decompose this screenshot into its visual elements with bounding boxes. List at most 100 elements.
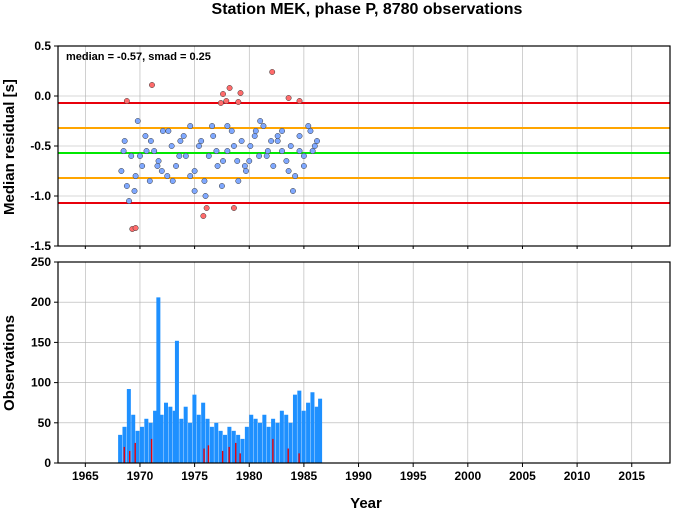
residual-point [139,163,146,169]
observation-bar [306,402,311,463]
observation-bar [257,422,262,463]
median-smad-annotation: median = -0.57, smad = 0.25 [66,51,211,63]
observation-bar [188,422,193,463]
residual-point [305,123,312,129]
residual-point [187,123,194,129]
residual-point [243,168,249,174]
observation-bar [172,410,177,463]
residual-y-tick-label: -1.0 [30,189,51,203]
observation-bar [131,414,136,463]
observation-bar [223,434,228,463]
outlier-point [149,82,155,88]
observations-y-tick-label: 200 [31,295,51,309]
residual-point [182,153,189,159]
residual-point [201,178,208,184]
residual-point [187,173,194,179]
observation-bar [122,426,127,463]
outlier-point [237,90,244,96]
observation-bar [144,418,149,463]
observation-bar [118,434,123,463]
residual-point [205,153,212,159]
outlier-bar [239,453,241,463]
residual-panel: -1.5 -1.0 -0.5 0.0 0.5 median = -0.57, smad … [1,39,671,253]
residual-point [270,163,277,169]
observations-y-tick-label: 50 [38,416,52,430]
observation-bar [292,394,297,463]
observation-bar [240,438,245,463]
residual-point [279,128,285,134]
residual-point [214,163,221,169]
residual-point [121,138,128,144]
observation-bar [301,410,306,463]
residual-point [147,138,154,144]
outlier-bar [150,438,153,463]
outlier-bar [129,450,131,463]
residual-point [154,163,161,169]
residual-point [128,153,135,159]
residual-point [123,183,130,189]
residual-point [159,128,166,134]
residual-point [213,148,220,154]
residual-point [224,123,231,129]
x-tick-label: 1995 [400,469,427,483]
observations-y-tick-label: 150 [31,335,51,349]
outlier-bar [287,448,289,463]
observation-bar [279,410,284,463]
x-tick-label: 1965 [72,469,99,483]
observation-bar [159,414,164,463]
residual-point [287,143,294,149]
outlier-point [220,91,226,97]
residual-point [143,148,150,154]
observation-bar [196,414,201,463]
residual-point [191,188,198,194]
residual-y-tick-label: 0.0 [34,89,51,103]
residual-point [209,123,216,129]
observations-y-tick-label: 100 [31,376,51,390]
residual-point [196,143,202,149]
residual-point [314,138,320,144]
outlier-point [217,100,224,106]
observation-bar [156,297,161,463]
observation-bar [168,406,173,463]
observation-bar [262,414,267,463]
observation-bar [266,426,271,463]
outlier-bar [228,446,230,463]
residual-point [300,163,307,169]
observation-bar [236,434,241,463]
residual-point [309,148,316,154]
residual-point [220,158,226,164]
x-tick-label: 1990 [345,469,372,483]
outlier-bar [221,450,224,463]
residual-y-tick-label: -0.5 [30,139,51,153]
x-tick-label: 1980 [236,469,263,483]
residual-point [241,163,248,169]
outlier-bar [203,448,205,463]
residual-point [311,143,318,149]
observation-bar [297,390,302,463]
outlier-bar [235,442,237,463]
observation-bar [249,414,254,463]
outlier-bar [134,442,136,463]
residual-point [146,178,153,184]
observation-bar [126,389,131,463]
outlier-bar [272,438,274,463]
outlier-point [296,98,303,104]
residual-point [283,158,290,164]
residual-point [274,138,281,144]
residual-point [252,128,259,134]
outlier-point [132,225,139,231]
residual-y-axis-label: Median residual [s] [1,79,18,215]
observation-bar [201,402,206,463]
residual-point [292,173,299,179]
x-tick-label: 2015 [618,469,645,483]
residual-point [151,148,158,154]
residual-point [296,148,303,154]
residual-point [257,118,264,124]
residual-point [228,128,235,134]
outlier-point [231,205,237,211]
residual-point [238,138,245,144]
x-tick-label: 1975 [181,469,208,483]
residual-point [155,158,162,164]
residual-point [264,148,271,154]
